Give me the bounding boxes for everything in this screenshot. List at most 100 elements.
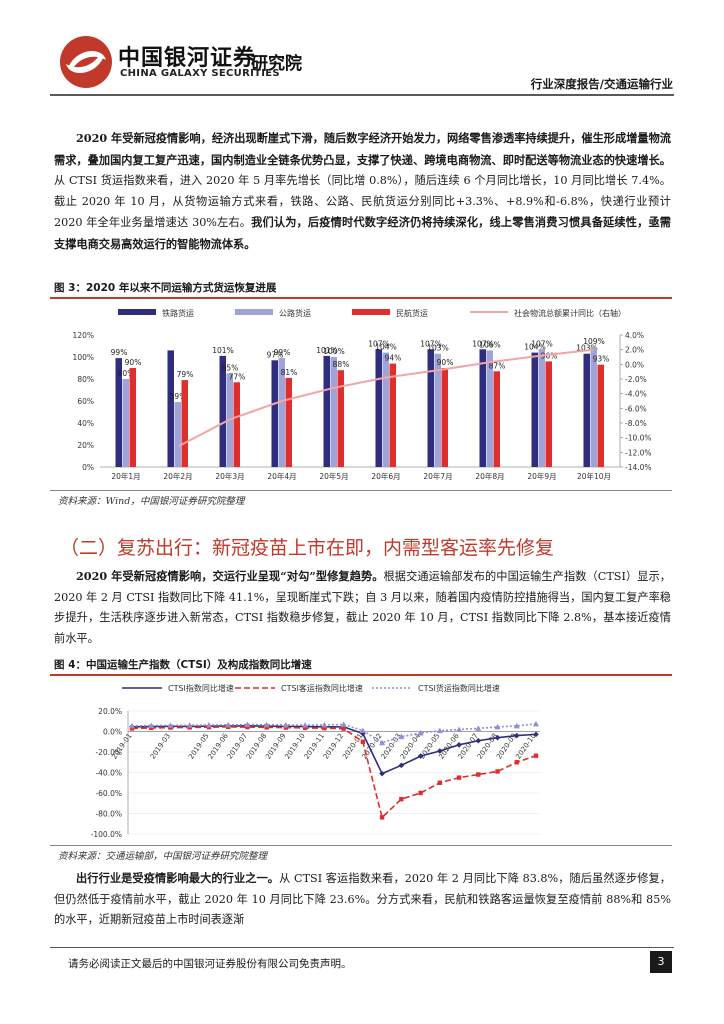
x-tick-label: 20年5月 xyxy=(319,471,348,481)
paragraph-3-text: 从 CTSI 客运指数来看，2020 年 2 月同比下降 83.8%，随后虽然逐… xyxy=(54,872,671,926)
figure-3-source: 资料来源：Wind，中国银河证券研究院整理 xyxy=(58,496,245,507)
bar-data-label: 81% xyxy=(281,368,298,377)
figure-4-title: 图 4：中国运输生产指数（CTSI）及构成指数同比增速 xyxy=(54,659,312,671)
paragraph-1-text: 从 CTSI 货运指数来看，进入 2020 年 5 月率先增长（同比增 0.8%… xyxy=(54,174,671,229)
bar-data-label: 59% xyxy=(170,392,187,401)
bar-2-9 xyxy=(597,364,604,467)
legend-label-1: 公路货运 xyxy=(279,308,311,318)
y-tick-label: 60% xyxy=(77,397,94,406)
y-tick-label: -40.0% xyxy=(95,769,122,778)
bar-data-label: 107% xyxy=(531,339,552,348)
bar-1-1 xyxy=(174,402,181,467)
x-tick-label: 2019-03 xyxy=(149,732,172,761)
bar-1-8 xyxy=(538,349,545,467)
bar-1-4 xyxy=(330,357,337,467)
paragraph-3-bold: 出行行业是受疫情影响最大的行业之一。 xyxy=(76,871,280,885)
y2-tick-label: -14.0% xyxy=(625,463,652,472)
series-point-2 xyxy=(282,721,289,728)
series-point-1 xyxy=(399,796,404,802)
figure-4-source-rule xyxy=(50,845,672,846)
figure-4-rule xyxy=(50,674,672,676)
series-point-2 xyxy=(321,721,328,728)
series-point-2 xyxy=(359,727,366,733)
series-point-2 xyxy=(417,730,424,736)
paragraph-1-bold-2: 我们认为，后疫情时代数字经济仍将持续深化，线上零售消费习惯具备延续性，亟需支撑电… xyxy=(54,215,671,251)
bar-data-label: 103% xyxy=(427,344,448,353)
legend-label-2: CTSI货运指数同比增速 xyxy=(418,683,500,693)
series-point-1 xyxy=(322,726,327,731)
legend-swatch-2 xyxy=(352,309,390,315)
bar-0-7 xyxy=(479,349,486,467)
series-point-0 xyxy=(437,748,443,754)
bar-data-label: 107% xyxy=(472,339,493,348)
bar-data-label: 79% xyxy=(177,370,194,379)
y2-tick-label: -10.0% xyxy=(625,434,652,443)
bar-data-label: 99% xyxy=(111,348,128,357)
bar-1-9 xyxy=(590,347,597,467)
bar-1-6 xyxy=(434,353,441,467)
y-tick-label: 0.0% xyxy=(103,728,122,737)
bar-data-label: 107% xyxy=(368,339,389,348)
bar-0-9 xyxy=(583,353,590,467)
x-tick-label: 20年2月 xyxy=(163,471,192,481)
y2-tick-label: -2.0% xyxy=(625,375,647,384)
y-tick-label: 80% xyxy=(77,375,94,384)
series-point-0 xyxy=(456,742,462,748)
page-number: 3 xyxy=(650,951,672,973)
bar-1-3 xyxy=(278,358,285,467)
y-tick-label: 20% xyxy=(77,441,94,450)
series-point-2 xyxy=(263,721,270,728)
bar-data-label: 87% xyxy=(489,361,506,370)
series-point-0 xyxy=(360,730,366,737)
bar-data-label: 99% xyxy=(274,348,291,357)
y-tick-label: 100% xyxy=(73,353,94,362)
series-point-2 xyxy=(302,722,309,728)
series-point-2 xyxy=(398,733,405,740)
legend-swatch-1 xyxy=(235,309,273,315)
series-point-0 xyxy=(475,737,482,744)
series-point-2 xyxy=(340,721,347,728)
bar-data-label: 101% xyxy=(316,346,337,355)
bar-data-label: 100% xyxy=(323,347,344,356)
bar-1-0 xyxy=(122,379,129,467)
footer-divider xyxy=(50,947,674,948)
bar-data-label: 88% xyxy=(333,360,350,369)
bar-2-6 xyxy=(441,368,448,467)
series-line-1 xyxy=(131,726,537,819)
series-point-2 xyxy=(533,720,539,727)
series-point-0 xyxy=(417,753,424,759)
series-point-1 xyxy=(456,775,462,780)
bar-1-5 xyxy=(382,352,389,467)
series-point-1 xyxy=(360,739,366,744)
bar-0-1 xyxy=(167,350,174,467)
bar-data-label: 80% xyxy=(118,369,135,378)
series-point-1 xyxy=(533,753,539,758)
bar-data-label: 106% xyxy=(479,340,500,349)
series-point-1 xyxy=(379,815,385,820)
legend-label-0: 铁路货运 xyxy=(162,308,194,318)
legend-label-0: CTSI指数同比增速 xyxy=(168,683,234,693)
series-point-2 xyxy=(167,722,174,728)
bar-1-7 xyxy=(486,350,493,467)
y2-tick-label: 2.0% xyxy=(625,346,644,355)
y-tick-label: 120% xyxy=(73,331,94,340)
bar-data-label: 107% xyxy=(420,339,441,348)
series-point-2 xyxy=(148,722,155,729)
series-point-1 xyxy=(476,772,481,777)
series-point-2 xyxy=(494,723,501,730)
bar-2-3 xyxy=(285,377,292,467)
series-point-0 xyxy=(398,762,405,769)
y2-tick-label: 0.0% xyxy=(625,360,644,369)
x-tick-label: 20年6月 xyxy=(371,471,400,481)
series-point-2 xyxy=(475,725,482,731)
bar-0-4 xyxy=(323,355,330,467)
series-point-2 xyxy=(456,726,463,732)
x-tick-label: 20年4月 xyxy=(267,471,296,481)
paragraph-2: 2020 年受新冠疫情影响，交运行业呈现“对勾”型修复趋势。根据交通运输部发布的… xyxy=(54,566,671,649)
series-point-2 xyxy=(225,721,232,728)
y2-tick-label: 4.0% xyxy=(625,331,644,340)
bar-data-label: 109% xyxy=(583,337,604,346)
series-point-2 xyxy=(513,722,520,729)
x-tick-label: 20年9月 xyxy=(527,471,556,481)
bar-2-8 xyxy=(545,361,552,467)
